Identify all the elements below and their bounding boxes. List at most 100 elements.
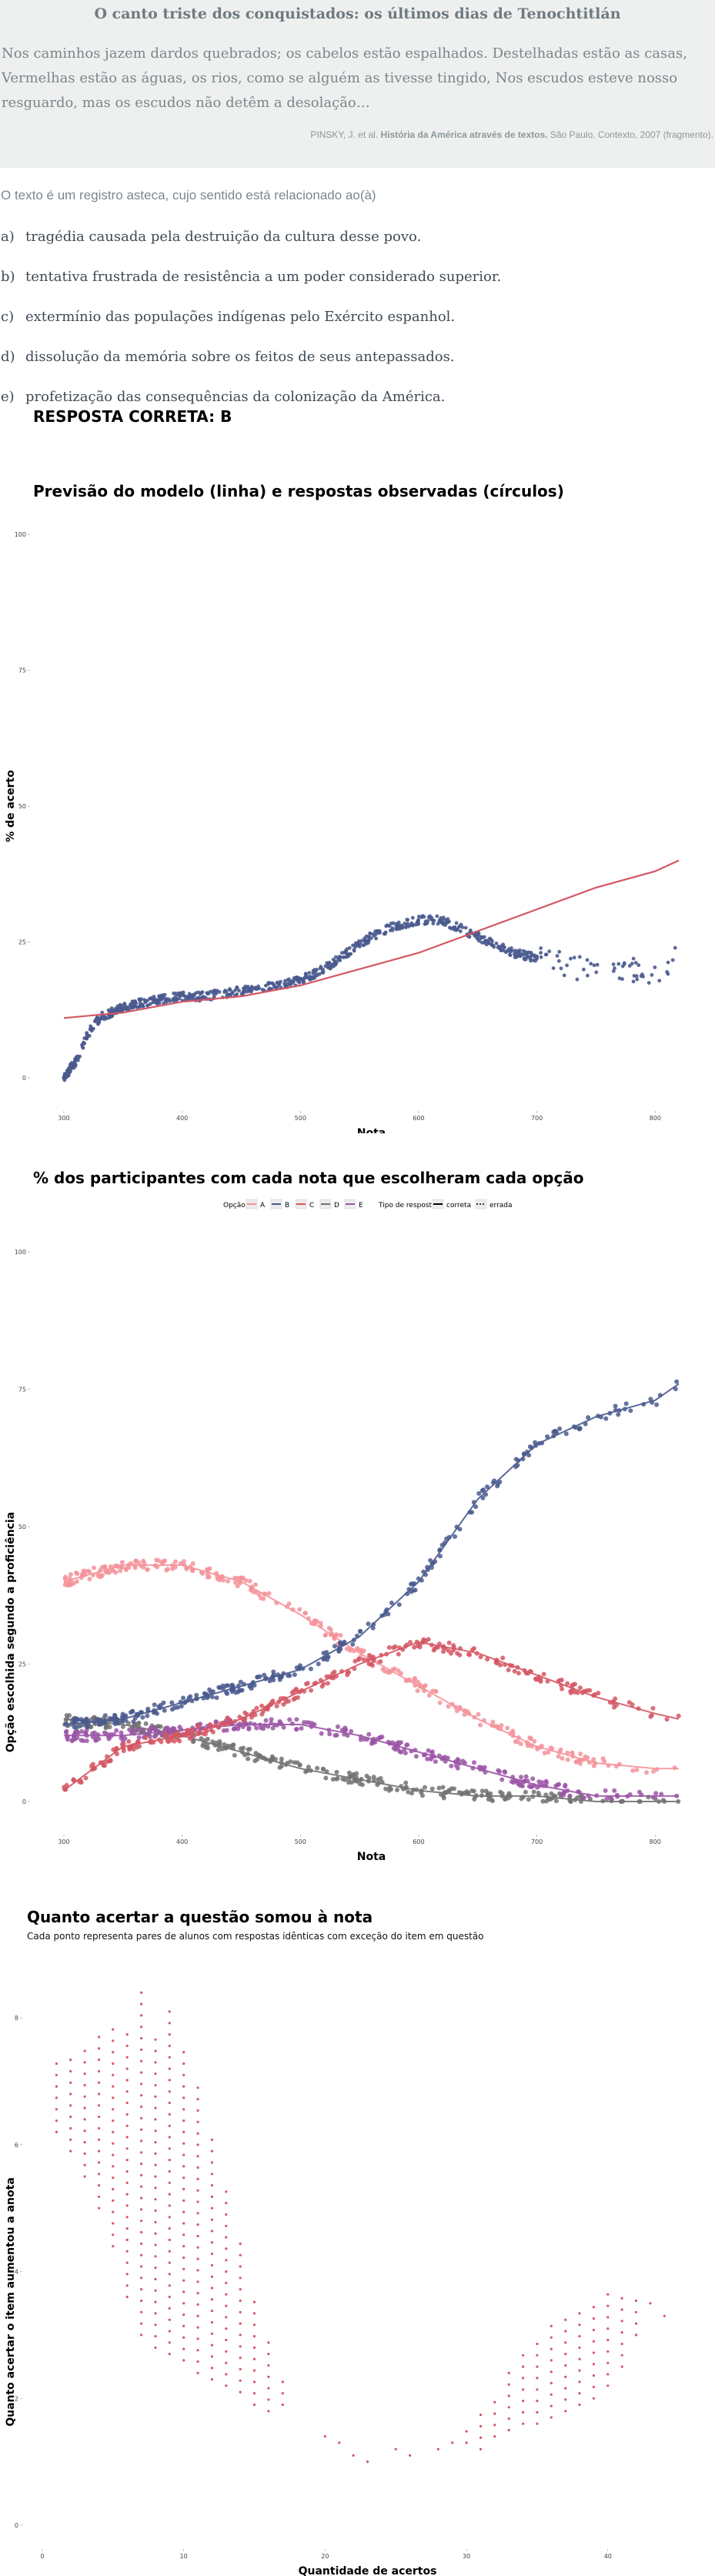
gain-point <box>125 2044 129 2047</box>
observed-point <box>331 957 336 962</box>
option-point <box>476 1490 482 1496</box>
option-point <box>266 1591 272 1596</box>
option-point <box>305 1681 310 1686</box>
x-tick-label: 40 <box>604 2553 612 2560</box>
option-point <box>596 1691 601 1696</box>
observed-point <box>157 995 162 999</box>
option-point <box>79 1738 84 1743</box>
observed-point <box>673 945 677 950</box>
observed-point <box>410 915 415 920</box>
gain-point <box>550 2370 553 2374</box>
gain-point <box>140 2242 143 2245</box>
option-point <box>540 1798 546 1804</box>
option-point <box>512 1668 517 1674</box>
observed-point <box>499 944 504 948</box>
option-point <box>568 1690 573 1695</box>
gain-point <box>97 2149 101 2153</box>
gain-point <box>479 2447 483 2451</box>
quote-text: Nos caminhos jazem dardos quebrados; os … <box>2 45 687 111</box>
gain-point <box>239 2253 242 2257</box>
gain-point <box>125 2295 129 2299</box>
observed-point <box>312 968 317 972</box>
option-point <box>530 1776 536 1781</box>
gain-point <box>592 2306 596 2309</box>
observed-point <box>528 955 533 959</box>
observed-point <box>118 1002 122 1007</box>
observed-point <box>109 1006 114 1010</box>
observed-point <box>287 982 292 986</box>
option-point <box>560 1686 565 1691</box>
gain-point <box>125 2136 129 2139</box>
option-point <box>479 1488 485 1494</box>
observed-point <box>631 956 636 961</box>
y-tick-label: 0 <box>22 1798 26 1805</box>
observed-point <box>585 958 590 962</box>
gain-point <box>97 2206 101 2210</box>
option-point <box>604 1796 610 1802</box>
option-point <box>654 1402 660 1407</box>
model-line <box>63 859 680 1019</box>
option-text: dissolução da memória sobre os feitos de… <box>25 349 455 365</box>
gain-point <box>140 2288 143 2291</box>
gain-point <box>606 2338 610 2342</box>
quote-box: O canto triste dos conquistados: os últi… <box>0 0 715 168</box>
option-choice-plot: 0 25 50 75 100 300 400 500 600 700 800 Nota Opção es… <box>5 1199 681 1863</box>
option-point <box>195 1723 201 1728</box>
observed-point <box>569 956 573 961</box>
option-point <box>291 1697 296 1702</box>
gain-point <box>182 2336 185 2339</box>
gain-point <box>168 2238 171 2241</box>
gain-point <box>196 2349 199 2352</box>
observed-point <box>460 925 465 929</box>
option-point <box>172 1738 177 1744</box>
gain-point <box>592 2317 596 2320</box>
option-point <box>585 1755 590 1761</box>
x-tick-label: 400 <box>176 1838 188 1845</box>
option-text: extermínio das populações indígenas pelo… <box>25 309 456 325</box>
gain-point <box>196 2200 199 2203</box>
gain-point <box>550 2324 553 2327</box>
gain-point <box>140 2163 143 2166</box>
observed-point <box>454 921 459 925</box>
option-point <box>335 1776 340 1781</box>
option-point <box>169 1732 175 1738</box>
option-point <box>281 1725 286 1730</box>
option-point <box>440 1785 446 1790</box>
observed-point <box>205 991 209 995</box>
observed-point <box>636 963 641 968</box>
y-tick-label: 0 <box>22 1075 26 1082</box>
option-point <box>294 1717 299 1722</box>
option-point <box>106 1736 112 1741</box>
option-point <box>63 1730 68 1735</box>
gain-point <box>550 2393 553 2396</box>
gain-point <box>649 2302 652 2305</box>
observed-point <box>521 948 526 953</box>
observed-point <box>100 1010 105 1015</box>
option-point <box>429 1786 435 1791</box>
gain-point <box>239 2333 242 2337</box>
option-point <box>556 1781 562 1787</box>
gain-point <box>507 2406 510 2409</box>
observed-point <box>231 990 236 994</box>
gain-point <box>154 2232 157 2235</box>
gain-point <box>225 2236 228 2239</box>
gain-point <box>168 2353 171 2356</box>
option-text: tragédia causada pela destruição da cult… <box>25 229 422 245</box>
option-point <box>114 1728 119 1733</box>
gain-point <box>55 2085 58 2088</box>
option-point <box>263 1718 269 1723</box>
observed-point <box>517 954 521 958</box>
option-point <box>327 1731 332 1737</box>
observed-point <box>639 974 643 979</box>
gain-point <box>606 2361 610 2364</box>
gain-point <box>182 2313 185 2317</box>
gain-point <box>97 2184 101 2187</box>
gain-point <box>267 2364 270 2367</box>
observed-point <box>228 988 232 992</box>
gain-point <box>620 2354 623 2357</box>
gain-point <box>140 2208 143 2211</box>
option-point <box>568 1799 573 1804</box>
option-point <box>162 1558 167 1564</box>
observed-point <box>124 1005 129 1009</box>
gain-point <box>125 2250 129 2253</box>
